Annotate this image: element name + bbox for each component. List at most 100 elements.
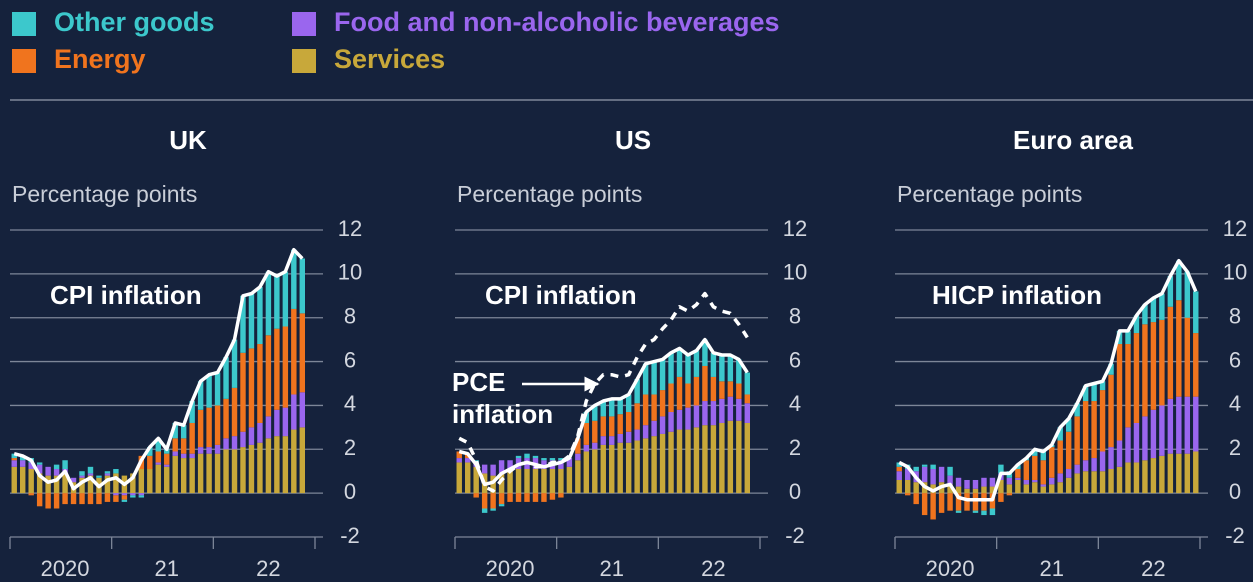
bar-segment [214,405,221,445]
bar-segment [634,403,640,430]
bar-segment [490,475,496,494]
bar-segment [1184,271,1191,318]
y-tick-label: 12 [1223,216,1247,241]
bar-segment [558,493,564,498]
y-tick-label: 0 [1229,479,1241,504]
legend-swatch [12,49,36,73]
bar-segment [138,469,145,494]
bar-segment [955,486,962,494]
bar-segment [1176,260,1182,301]
bar-segment [87,475,94,494]
legend-label: Food and non-alcoholic beverages [334,7,780,37]
bar-segment [197,447,204,454]
bar-segment [206,447,212,454]
bar-segment [282,407,289,437]
bar-segment [1006,477,1013,485]
bar-segment [1133,462,1140,494]
bar-segment [1032,449,1038,456]
bar-segment [642,425,649,439]
bar-segment [575,460,581,494]
bar-segment [1193,333,1199,397]
bar-segment [231,387,238,437]
bar-segment [87,473,94,476]
bar-segment [45,493,51,509]
bar-segment [693,405,700,428]
bar-segment [693,376,700,406]
bar-segment [1125,344,1131,428]
y-tick-label: 0 [789,479,801,504]
bar-segment [1184,396,1191,454]
bar-segment [172,438,178,452]
bar-segment [609,416,615,437]
bar-segment [1167,453,1174,494]
y-tick-label: 8 [789,304,801,329]
bar-segment [685,383,691,408]
bar-segment [1108,469,1114,494]
bar-segment [481,493,488,509]
bar-segment [668,383,674,413]
bar-segment [197,381,204,410]
bar-segment [989,508,996,516]
bar-segment [1142,460,1148,494]
inflation-line [458,291,749,493]
bar-segment [736,359,742,384]
bar-segment [299,427,306,494]
bar-segment [1023,479,1030,485]
bar-segment [998,493,1004,502]
bar-segment [625,412,632,432]
bar-segment [617,433,623,443]
bar-segment [19,460,26,467]
bar-segment [1116,440,1123,467]
bar-segment [490,493,496,509]
bar-segment [164,466,170,494]
bar-segment [265,438,272,494]
bar-segment [896,471,902,480]
bar-segment [1099,451,1106,472]
x-tick-label: 2020 [486,556,535,581]
bar-segment [896,462,902,467]
bar-segment [28,469,34,494]
bar-segment [541,460,547,470]
bar-segment [693,427,700,494]
bar-segment [79,475,85,478]
bar-segment [240,431,246,448]
bar-segment [11,466,17,494]
bar-segment [507,460,513,472]
bar-segment [998,464,1004,474]
bar-segment [702,365,708,402]
bar-segment [1082,471,1089,494]
bar-segment [938,466,945,483]
bar-segment [248,348,255,428]
bar-segment [558,458,564,461]
bar-segment [1108,447,1114,470]
bar-segment [617,398,623,415]
bar-segment [676,376,683,410]
bar-segment [1193,396,1199,452]
bar-segment [1142,304,1148,325]
bar-segment [11,453,17,459]
bar-segment [1142,416,1148,461]
bar-segment [981,486,987,494]
bar-segment [79,493,85,505]
bar-segment [248,444,255,494]
bar-segment [180,425,187,439]
bar-segment [240,447,246,494]
x-tick-label: 21 [599,556,623,581]
bar-segment [1049,447,1055,478]
bar-segment [896,466,902,472]
bar-segment [240,352,246,432]
bar-segment [214,453,221,494]
bar-segment [104,493,111,502]
x-tick-label: 2020 [926,556,975,581]
bar-segment [719,422,725,494]
bar-segment [45,475,51,494]
y-tick-label: 6 [1229,347,1241,372]
bar-segment [1176,396,1182,454]
line-label: CPI inflation [485,280,637,310]
panel-title: Euro area [1013,125,1133,155]
bar-segment [1074,473,1080,494]
bar-segment [456,458,462,463]
bar-segment [524,493,530,502]
bar-segment [231,449,238,494]
